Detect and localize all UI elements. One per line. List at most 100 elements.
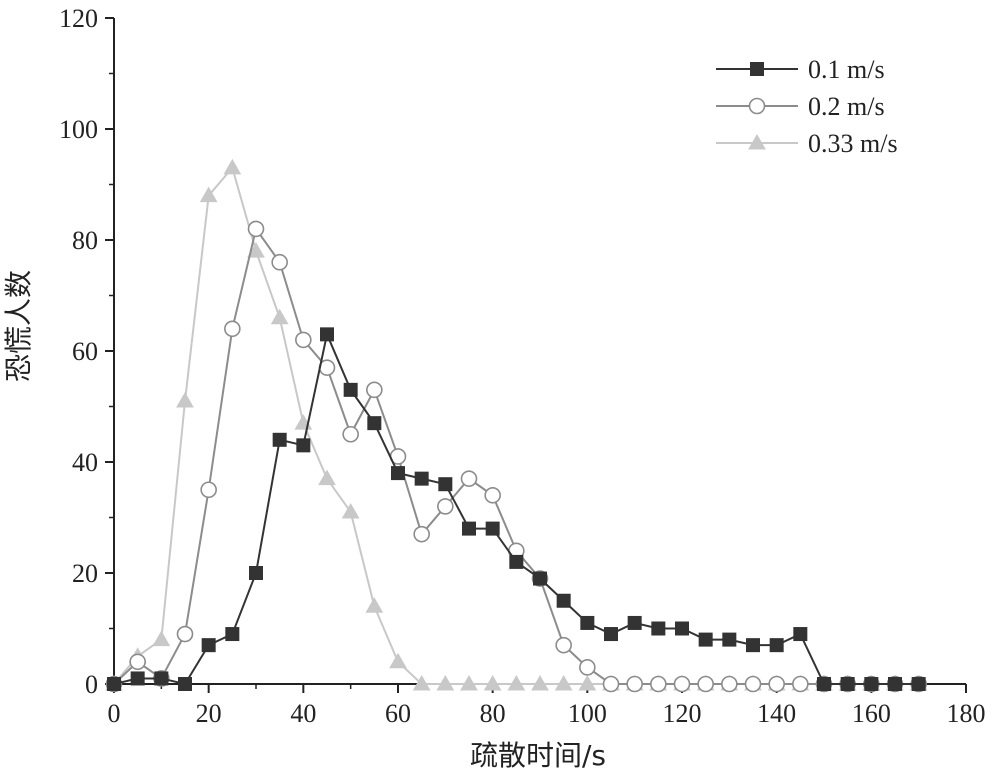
data-point [721,675,738,693]
data-point [176,625,194,643]
data-point [320,327,334,342]
data-point [533,571,547,586]
data-point [414,471,429,486]
data-point [722,632,737,647]
data-point [247,220,265,238]
data-point [554,674,573,691]
data-point [675,621,689,636]
data-point [438,477,453,492]
data-point [389,652,407,669]
data-point [650,675,667,693]
data-point [602,675,620,693]
y-tick-label: 60 [72,337,98,366]
data-point [460,470,478,487]
y-tick-label: 0 [85,670,98,699]
data-point [200,481,217,499]
data-point [651,621,666,636]
data-point [201,638,216,653]
data-point [509,554,524,569]
y-tick-label: 120 [59,4,98,33]
y-tick-label: 100 [59,115,98,144]
legend-item: 0.1 m/s [716,55,885,84]
x-axis-title: 疏散时间/s [470,739,606,772]
data-point [295,331,312,349]
data-point [888,677,902,691]
data-point [627,615,642,630]
data-point [249,566,263,580]
data-point [436,674,455,691]
data-point [270,308,289,325]
x-tick-label: 0 [108,699,121,728]
data-point [698,632,713,647]
data-point [341,502,360,519]
data-point [817,677,831,691]
legend-label: 0.2 m/s [808,92,885,121]
data-point [746,638,760,653]
legend-item: 0.2 m/s [716,92,885,121]
legend-marker [748,133,766,150]
data-point [769,638,784,653]
data-point [462,521,476,536]
series-line [113,226,919,685]
y-axis-title: 恐慌人数 [2,270,35,382]
data-point [342,425,359,443]
data-point [697,675,714,693]
data-point [343,382,358,397]
y-tick-label: 40 [72,448,98,477]
data-point [911,677,926,691]
data-point [154,671,169,686]
y-axis-ticks: 0 20 40 60 80 100 120 [59,4,114,699]
x-tick-label: 100 [568,699,607,728]
data-point [391,466,405,481]
data-point [176,391,194,408]
data-point [673,675,691,693]
x-tick-label: 20 [196,699,222,728]
data-point [318,469,336,486]
data-point [460,674,478,691]
data-point [483,674,502,691]
x-tick-label: 60 [385,699,411,728]
x-tick-label: 140 [757,699,796,728]
data-point [107,677,121,691]
y-tick-label: 80 [72,226,98,255]
data-point [223,158,242,175]
data-point [367,416,382,431]
data-point [296,438,311,453]
x-tick-label: 40 [290,699,316,728]
data-point [178,677,192,691]
series-2 [105,220,927,693]
data-point [484,486,501,504]
legend-marker [748,97,766,115]
data-point [365,597,384,613]
legend: 0.1 m/s 0.2 m/s 0.33 m/s [716,55,898,158]
data-point [366,381,383,399]
x-tick-label: 160 [852,699,891,728]
data-point [768,675,785,693]
data-point [199,186,218,203]
series-1 [107,327,926,691]
legend-item: 0.33 m/s [716,129,898,158]
data-point [840,677,855,691]
x-axis-ticks: 0 20 40 60 80 100 120 140 160 180 [108,684,986,728]
data-point [744,675,762,693]
data-point [580,615,595,630]
data-point [224,320,241,338]
data-point [507,674,526,691]
data-point [793,627,808,642]
data-point [129,653,146,671]
series-layer [105,158,928,693]
legend-marker [750,62,764,76]
data-point [864,677,879,691]
data-point [579,659,596,676]
data-point [485,521,500,536]
series-3 [105,158,928,691]
x-tick-label: 120 [663,699,702,728]
data-point [437,498,454,515]
data-point [578,674,597,691]
legend-label: 0.1 m/s [808,55,885,84]
x-tick-label: 180 [947,699,986,728]
data-point [556,593,571,608]
data-point [626,675,643,693]
series-line [113,165,919,685]
